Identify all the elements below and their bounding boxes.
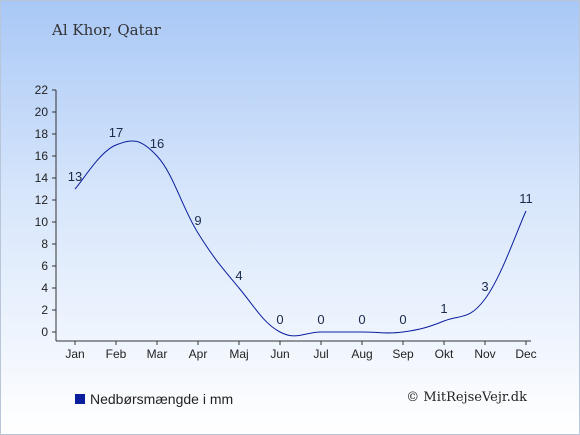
location-title: Al Khor, Qatar: [52, 21, 161, 39]
data-label: 17: [109, 125, 123, 140]
x-tick-label: Jun: [270, 347, 289, 361]
data-label: 16: [150, 136, 164, 151]
data-label: 0: [358, 312, 365, 327]
data-label: 3: [481, 279, 488, 294]
x-tick-label: Jul: [313, 347, 328, 361]
series: [74, 140, 527, 337]
legend-swatch: [75, 394, 85, 404]
x-tick-label: Sep: [392, 347, 414, 361]
x-tick-label: Dec: [515, 347, 536, 361]
y-tick-label: 2: [41, 303, 48, 317]
data-label: 0: [399, 312, 406, 327]
data-label: 1: [440, 301, 447, 316]
data-label: 9: [194, 213, 201, 228]
y-tick-label: 6: [41, 259, 48, 273]
data-label: 11: [519, 191, 533, 206]
x-tick-label: Jan: [65, 347, 84, 361]
copyright-credit: © MitRejseVejr.dk: [406, 390, 527, 405]
x-tick-label: Feb: [106, 347, 127, 361]
y-tick-label: 18: [35, 127, 49, 141]
y-tick-label: 14: [35, 171, 49, 185]
legend: Nedbørsmængde i mm: [75, 391, 233, 407]
x-tick-label: Nov: [474, 347, 495, 361]
data-label: 4: [235, 268, 242, 283]
axes: [55, 90, 531, 342]
x-tick-label: Okt: [435, 347, 454, 361]
y-tick-label: 12: [35, 193, 49, 207]
x-tick-label: Maj: [229, 347, 248, 361]
y-tick-label: 20: [35, 105, 49, 119]
data-label: 13: [68, 169, 82, 184]
y-tick-label: 10: [35, 215, 49, 229]
y-tick-label: 16: [35, 149, 49, 163]
y-tick-label: 22: [35, 83, 49, 97]
y-tick-label: 8: [41, 237, 48, 251]
legend-label: Nedbørsmængde i mm: [90, 391, 234, 407]
data-label: 0: [317, 312, 324, 327]
x-tick-label: Apr: [189, 347, 208, 361]
y-tick-label: 4: [41, 281, 48, 295]
data-label: 0: [276, 312, 283, 327]
x-tick-label: Aug: [351, 347, 372, 361]
x-tick-label: Mar: [147, 347, 168, 361]
precipitation-line: [74, 140, 527, 337]
y-tick-label: 0: [41, 325, 48, 339]
